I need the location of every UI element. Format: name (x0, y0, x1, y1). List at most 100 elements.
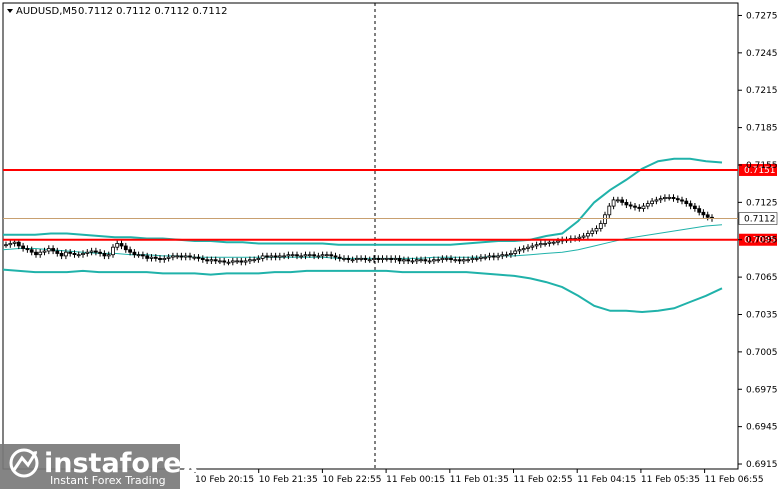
candle-body (427, 260, 432, 263)
candle-body (517, 249, 522, 252)
ohlc-values: 0.7112 0.7112 0.7112 0.7112 (78, 6, 228, 17)
candle-body (252, 259, 257, 262)
candle-body (290, 254, 295, 257)
candle-body (46, 248, 51, 252)
candle-body (581, 235, 586, 238)
candle-body (453, 259, 458, 262)
candle-body (282, 255, 287, 258)
candle-body (132, 251, 137, 256)
candle-body (680, 199, 684, 202)
y-tick-label: 0.7245 (746, 49, 778, 59)
y-tick-label: 0.7155 (746, 161, 778, 171)
candle-body (51, 248, 55, 252)
x-tick-label: 11 Feb 02:55 (514, 475, 573, 485)
candle-body (470, 257, 475, 260)
candle-body (663, 196, 667, 199)
candle-body (342, 257, 346, 260)
x-tick-label: 11 Feb 04:15 (577, 475, 636, 485)
x-tick-label: 10 Feb 21:35 (259, 475, 318, 485)
candle-body (153, 256, 158, 259)
candle-body (401, 259, 406, 262)
y-tick-label: 0.6915 (746, 460, 778, 470)
y-tick-label: 0.7005 (746, 348, 778, 358)
y-tick-label: 0.7095 (746, 236, 778, 246)
candle-body (397, 257, 402, 262)
candle-body (594, 228, 599, 232)
candle-body (213, 259, 218, 262)
candle-body (534, 244, 539, 247)
candle-body (273, 255, 278, 258)
candle-body (667, 196, 672, 199)
candle-body (183, 255, 188, 258)
candle-body (461, 259, 466, 262)
candle-body (530, 245, 535, 248)
candle-body (496, 255, 501, 258)
candle-body (59, 252, 64, 257)
candle-body (188, 255, 192, 258)
candle-body (654, 199, 659, 202)
candle-body (658, 198, 663, 201)
chevron-down-icon[interactable] (7, 9, 13, 13)
candle-body (243, 260, 248, 263)
y-tick-label: 0.6945 (746, 423, 778, 433)
candle-body (547, 241, 552, 244)
candle-body (350, 259, 355, 262)
bid-price-label: 0.7112 (744, 215, 776, 225)
logo-tagline: Instant Forex Trading (50, 474, 166, 487)
price-axis[interactable]: 0.7275 0.7245 0.7215 0.7185 0.7155 0.7125 0.70… (738, 11, 778, 470)
time-axis[interactable]: 10 Feb 20:15 10 Feb 21:35 10 Feb 22:55 11 F… (194, 469, 764, 485)
candle-body (633, 205, 637, 208)
candle-body (217, 260, 222, 263)
candle-body (200, 257, 205, 260)
candle-body (641, 205, 646, 210)
candle-body (4, 244, 8, 247)
candle-body (175, 255, 180, 258)
candle-body (149, 256, 154, 259)
candle-body (21, 245, 26, 249)
candle-body (25, 248, 30, 251)
candle-body (312, 254, 317, 257)
candle-body (414, 259, 419, 262)
candle-body (346, 257, 351, 260)
candle-body (478, 256, 483, 259)
candle-body (440, 257, 445, 260)
candle-body (38, 251, 43, 256)
bollinger-lower-line (2, 268, 723, 314)
candle-body (269, 255, 274, 258)
x-tick-label: 10 Feb 20:15 (195, 475, 254, 485)
level-price-label: 0.7151 (744, 166, 776, 176)
candle-body (474, 257, 479, 260)
candle-body (85, 251, 90, 254)
candle-body (192, 256, 197, 259)
candle-body (384, 257, 389, 260)
candle-body (8, 243, 13, 246)
x-tick-label: 11 Feb 06:55 (705, 475, 764, 485)
candle-body (55, 250, 60, 254)
candle-body (111, 246, 115, 256)
bid-price-tag (738, 212, 778, 225)
candle-body (81, 252, 85, 255)
candle-body (89, 250, 94, 253)
candle-body (586, 233, 590, 237)
candle-body (431, 259, 436, 262)
candle-body (406, 259, 411, 262)
candle-body (324, 254, 329, 257)
candle-body (115, 243, 120, 248)
candle-body (637, 206, 642, 209)
candle-body (12, 241, 17, 244)
logo-brand: instaforex (44, 448, 199, 479)
candle-body (543, 243, 547, 245)
candle-body (359, 257, 364, 260)
candle-body (239, 260, 244, 263)
y-tick-label: 0.7125 (746, 198, 778, 208)
candle-body (106, 254, 111, 257)
candle-body (376, 257, 381, 260)
candle-body (76, 254, 81, 257)
candle-body (179, 255, 184, 258)
candle-body (551, 241, 556, 244)
candle-body (684, 200, 689, 205)
candle-body (449, 257, 453, 260)
candle-body (29, 249, 34, 253)
y-tick-label: 0.7185 (746, 124, 778, 134)
